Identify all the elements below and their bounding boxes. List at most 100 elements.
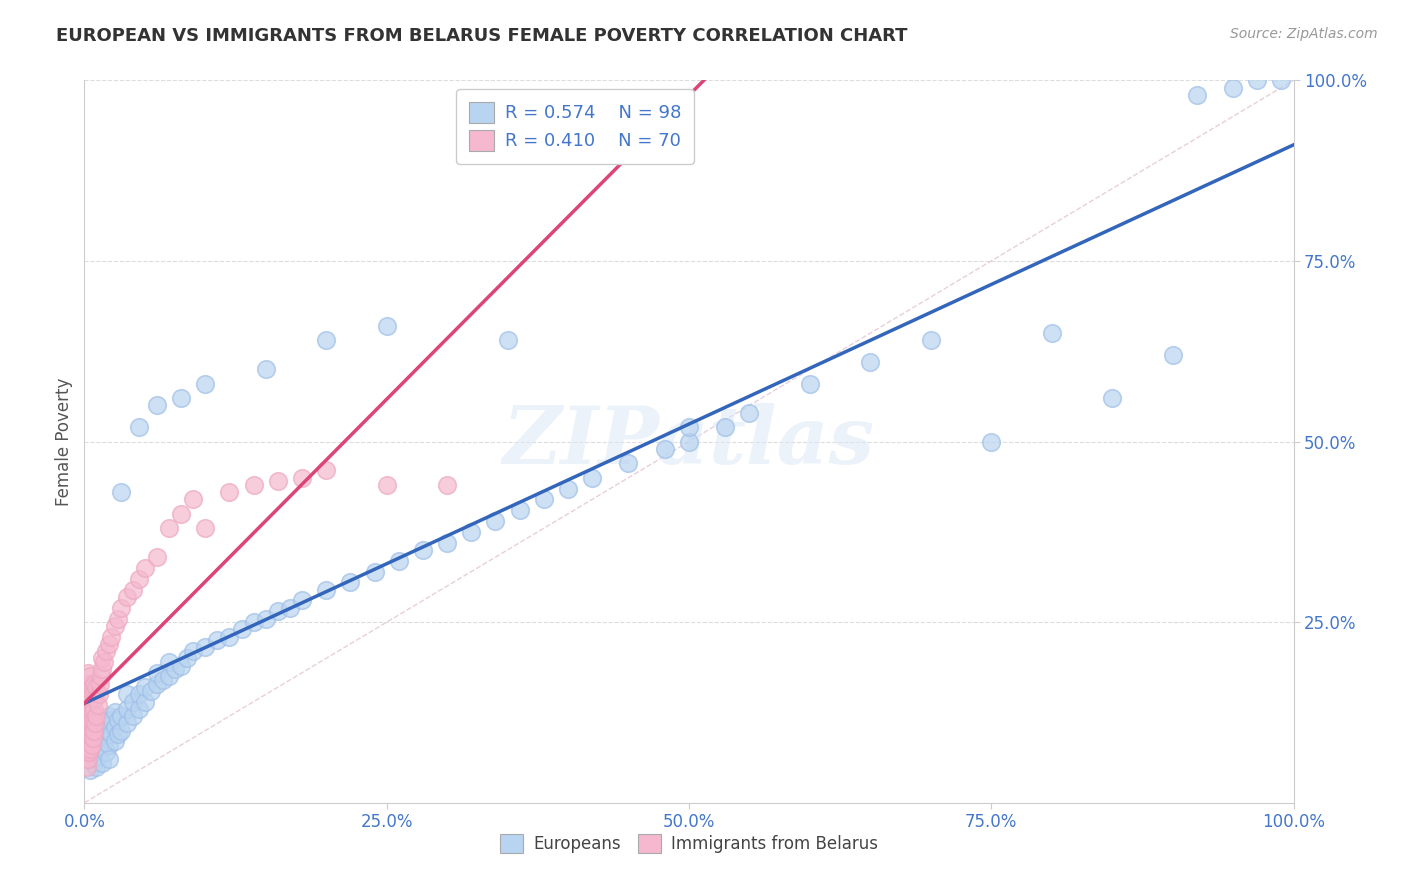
Point <box>170 391 193 405</box>
Point <box>194 521 217 535</box>
Point <box>86 760 108 774</box>
Point <box>920 334 942 348</box>
Point <box>714 420 737 434</box>
Point <box>87 734 110 748</box>
Point <box>82 731 104 745</box>
Point <box>128 687 150 701</box>
Point <box>91 756 114 770</box>
Point <box>267 475 290 489</box>
Point <box>104 619 127 633</box>
Point <box>1222 80 1244 95</box>
Point <box>80 680 103 694</box>
Point <box>93 655 115 669</box>
Point <box>79 691 101 706</box>
Point <box>115 702 138 716</box>
Point <box>76 745 98 759</box>
Point <box>94 644 117 658</box>
Point <box>83 676 105 690</box>
Point <box>484 514 506 528</box>
Point <box>110 723 132 738</box>
Point <box>242 615 264 630</box>
Point <box>75 752 97 766</box>
Point <box>146 398 169 412</box>
Point <box>128 420 150 434</box>
Point <box>181 492 204 507</box>
Point <box>678 434 700 449</box>
Point <box>75 723 97 738</box>
Point <box>799 376 821 391</box>
Point <box>157 655 180 669</box>
Point <box>412 542 434 557</box>
Point <box>82 687 104 701</box>
Point <box>115 716 138 731</box>
Point <box>87 748 110 763</box>
Point <box>146 676 169 690</box>
Point <box>170 507 193 521</box>
Point <box>97 738 120 752</box>
Point <box>77 745 100 759</box>
Point <box>207 633 229 648</box>
Point <box>77 738 100 752</box>
Point <box>115 590 138 604</box>
Point <box>77 698 100 713</box>
Point <box>75 695 97 709</box>
Point <box>291 593 314 607</box>
Point <box>557 482 579 496</box>
Point <box>146 550 169 565</box>
Point <box>1246 73 1268 87</box>
Point <box>218 630 240 644</box>
Point <box>83 723 105 738</box>
Point <box>128 702 150 716</box>
Y-axis label: Female Poverty: Female Poverty <box>55 377 73 506</box>
Point <box>83 756 105 770</box>
Point <box>165 662 187 676</box>
Point <box>104 734 127 748</box>
Point <box>86 709 108 723</box>
Point <box>110 485 132 500</box>
Point <box>181 644 204 658</box>
Point <box>363 565 385 579</box>
Text: ZIPatlas: ZIPatlas <box>503 403 875 480</box>
Point <box>242 478 264 492</box>
Point <box>90 669 112 683</box>
Point <box>86 680 108 694</box>
Point <box>1101 391 1123 405</box>
Point <box>134 561 156 575</box>
Point <box>509 503 531 517</box>
Point <box>1040 326 1063 340</box>
Point <box>87 687 110 701</box>
Point <box>89 676 111 690</box>
Point <box>121 709 143 723</box>
Point <box>91 662 114 676</box>
Point <box>176 651 198 665</box>
Point <box>83 738 105 752</box>
Point <box>110 600 132 615</box>
Point <box>100 727 122 741</box>
Point <box>617 456 640 470</box>
Point <box>254 362 277 376</box>
Point <box>76 760 98 774</box>
Point <box>139 683 162 698</box>
Point <box>134 695 156 709</box>
Point <box>94 731 117 745</box>
Point <box>77 687 100 701</box>
Point <box>97 637 120 651</box>
Point <box>80 706 103 720</box>
Point <box>77 716 100 731</box>
Point <box>79 669 101 683</box>
Point <box>254 611 277 625</box>
Point <box>152 673 174 687</box>
Point <box>738 406 761 420</box>
Point <box>77 676 100 690</box>
Point <box>86 745 108 759</box>
Point <box>581 470 603 484</box>
Point <box>157 521 180 535</box>
Point <box>115 687 138 701</box>
Point <box>91 727 114 741</box>
Point <box>194 376 217 391</box>
Point <box>678 420 700 434</box>
Point <box>83 702 105 716</box>
Point <box>76 680 98 694</box>
Point <box>980 434 1002 449</box>
Point <box>87 720 110 734</box>
